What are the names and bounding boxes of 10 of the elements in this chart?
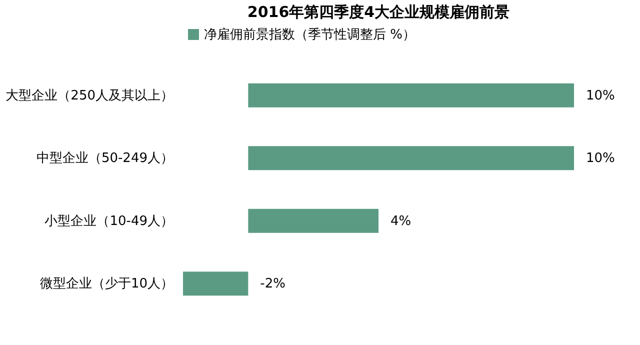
legend-label: 净雇佣前景指数（季节性调整后 %） — [204, 26, 416, 42]
data-label: 10% — [586, 151, 615, 166]
y-tick-label: 小型企业（10-49人） — [44, 214, 174, 229]
data-label: 4% — [390, 214, 412, 229]
y-tick-label: 中型企业（50-249人） — [36, 151, 174, 166]
y-tick-label: 微型企业（少于10人） — [40, 276, 174, 292]
y-tick-label: 大型企业（250人及其以上） — [6, 88, 174, 104]
data-label: -2% — [260, 276, 286, 292]
chart-title: 2016年第四季度4大企业规模雇佣前景 — [247, 3, 510, 21]
data-label: 10% — [586, 88, 615, 104]
